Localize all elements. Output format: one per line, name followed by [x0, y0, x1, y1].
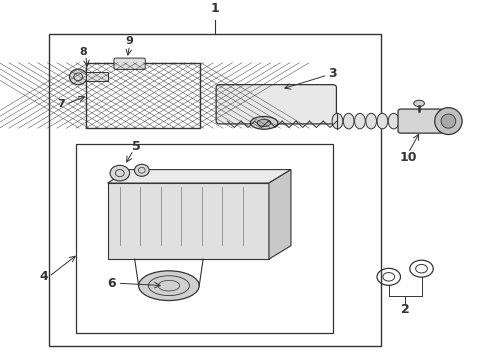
Bar	[85, 63, 200, 128]
Ellipse shape	[440, 114, 455, 128]
Ellipse shape	[365, 113, 376, 129]
Ellipse shape	[413, 100, 424, 107]
Ellipse shape	[434, 108, 461, 135]
Ellipse shape	[387, 113, 398, 129]
Text: 1: 1	[210, 2, 219, 15]
Text: 5: 5	[131, 140, 140, 153]
Polygon shape	[107, 183, 268, 259]
Ellipse shape	[134, 164, 149, 176]
Polygon shape	[107, 170, 290, 183]
Ellipse shape	[354, 113, 365, 129]
Text: 3: 3	[327, 67, 336, 80]
Ellipse shape	[138, 271, 199, 301]
Text: 2: 2	[400, 303, 408, 316]
Bar	[85, 63, 200, 128]
FancyBboxPatch shape	[114, 58, 145, 69]
Ellipse shape	[331, 113, 342, 129]
Ellipse shape	[376, 113, 387, 129]
Text: 9: 9	[125, 36, 133, 46]
Bar	[85, 72, 107, 81]
Bar	[76, 144, 332, 333]
Ellipse shape	[250, 117, 277, 129]
Ellipse shape	[343, 113, 353, 129]
Text: 7: 7	[57, 99, 65, 109]
Ellipse shape	[257, 119, 270, 126]
Ellipse shape	[110, 165, 129, 181]
Polygon shape	[268, 170, 290, 259]
Ellipse shape	[69, 69, 87, 85]
Bar	[49, 35, 381, 346]
FancyBboxPatch shape	[397, 109, 442, 133]
FancyBboxPatch shape	[216, 85, 336, 124]
Text: 10: 10	[399, 151, 416, 164]
Text: 4: 4	[39, 270, 48, 283]
Text: 8: 8	[79, 47, 87, 57]
Text: 6: 6	[107, 277, 115, 290]
